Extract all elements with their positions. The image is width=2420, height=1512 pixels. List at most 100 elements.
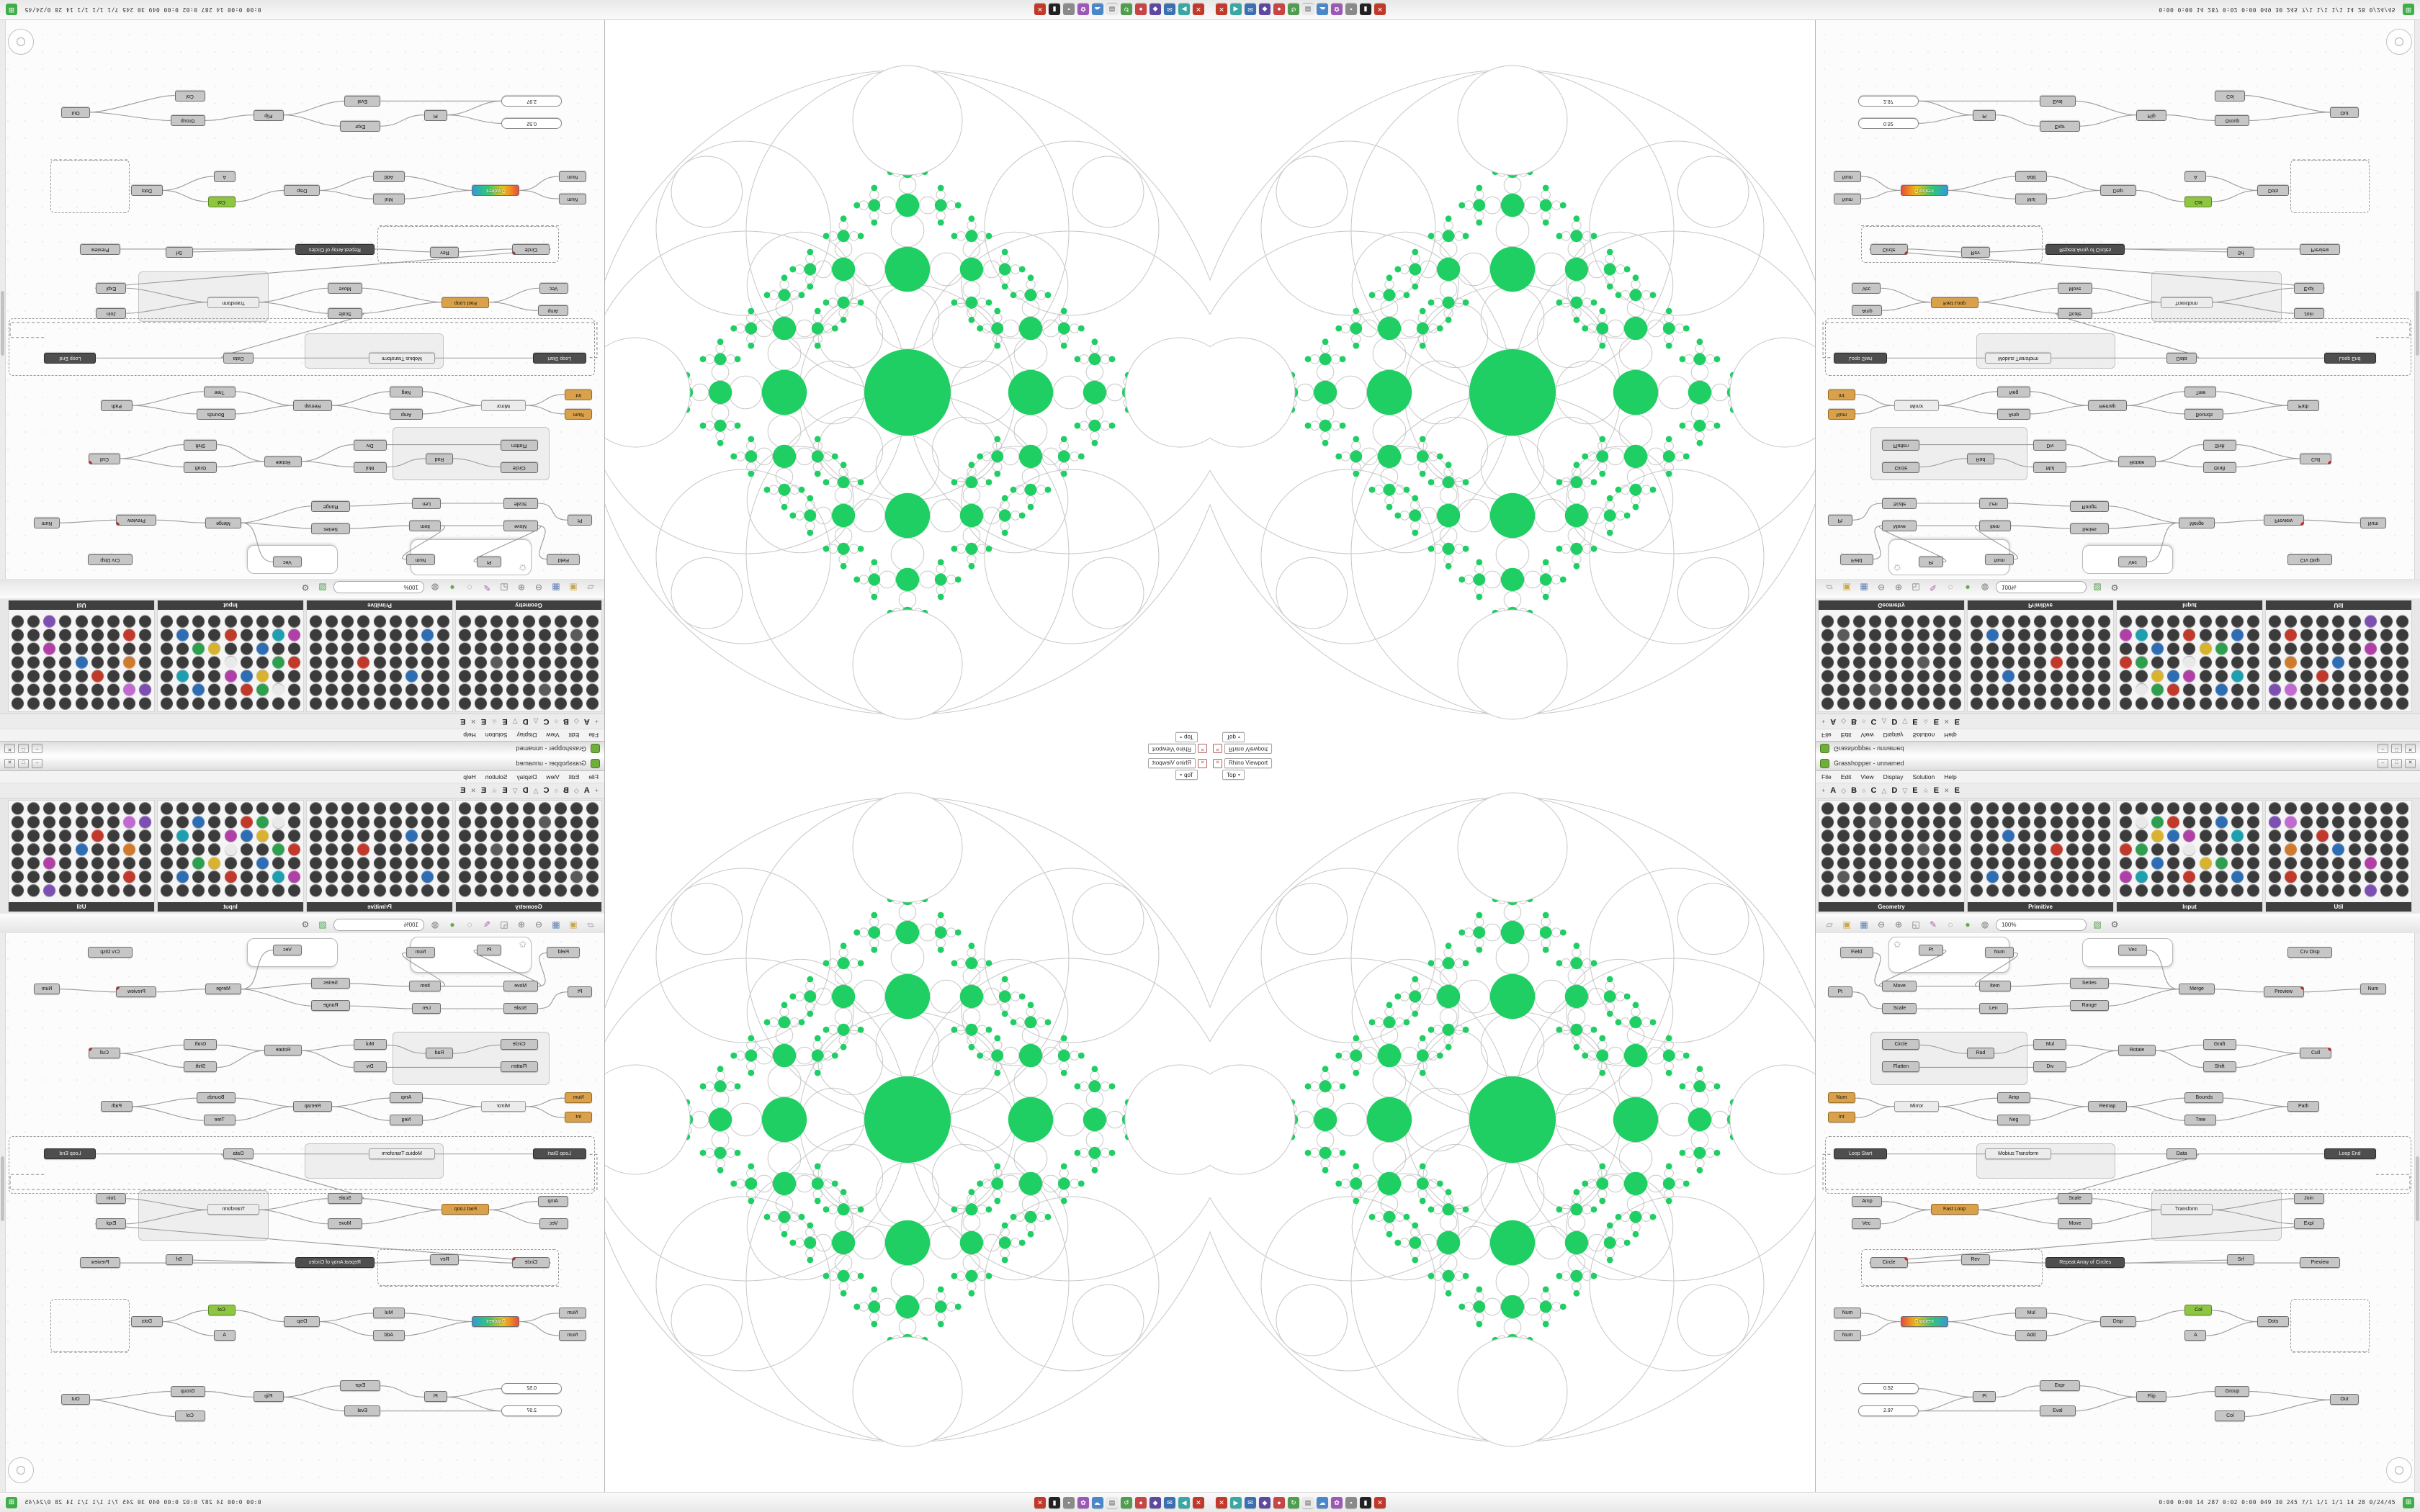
- close-red-icon[interactable]: ✕: [1216, 1496, 1227, 1508]
- menu-edit[interactable]: Edit: [1840, 773, 1852, 780]
- component-icon[interactable]: [43, 629, 56, 642]
- palette-caption-input[interactable]: Input: [158, 600, 303, 610]
- gh-node-preview[interactable]: Preview: [2300, 243, 2340, 255]
- component-icon[interactable]: [538, 884, 551, 896]
- component-icon[interactable]: [309, 643, 322, 655]
- gh-node-num[interactable]: Num: [1827, 408, 1855, 420]
- gh-node-range[interactable]: Range: [2069, 500, 2109, 512]
- component-icon[interactable]: [1970, 670, 1983, 683]
- component-icon[interactable]: [405, 670, 418, 683]
- category-tab-3[interactable]: B: [1851, 786, 1857, 795]
- component-icon[interactable]: [2396, 884, 2409, 896]
- component-icon[interactable]: [490, 616, 503, 628]
- new-file-icon[interactable]: ▱: [1826, 582, 1833, 593]
- component-icon[interactable]: [490, 816, 503, 828]
- component-icon[interactable]: [288, 670, 301, 683]
- component-icon[interactable]: [2268, 843, 2281, 855]
- component-icon[interactable]: [570, 802, 583, 814]
- component-icon[interactable]: [341, 657, 354, 669]
- cloud-icon[interactable]: ☁: [1317, 4, 1328, 16]
- component-icon[interactable]: [139, 884, 152, 896]
- gh-node-gradient[interactable]: Gradient: [1900, 185, 1948, 197]
- palette-caption-primitive[interactable]: Primitive: [307, 902, 452, 912]
- gh-node-tree[interactable]: Tree: [2184, 1115, 2217, 1126]
- component-icon[interactable]: [192, 870, 205, 883]
- component-icon[interactable]: [506, 657, 519, 669]
- menu-solution[interactable]: Solution: [485, 732, 508, 739]
- component-icon[interactable]: [2380, 884, 2393, 896]
- component-icon[interactable]: [554, 643, 567, 655]
- component-icon[interactable]: [1986, 698, 1999, 710]
- component-icon[interactable]: [437, 657, 450, 669]
- gh-node-transform[interactable]: Transform: [207, 297, 260, 308]
- component-icon[interactable]: [2364, 884, 2377, 896]
- component-icon[interactable]: [256, 816, 269, 828]
- component-icon[interactable]: [2268, 802, 2281, 814]
- component-icon[interactable]: [1970, 616, 1983, 628]
- component-icon[interactable]: [11, 816, 24, 828]
- gh-node-shift[interactable]: Shift: [2202, 1061, 2236, 1073]
- component-icon[interactable]: [59, 616, 72, 628]
- component-icon[interactable]: [2151, 870, 2164, 883]
- component-icon[interactable]: [586, 802, 599, 814]
- gh-node-field[interactable]: Field: [547, 947, 581, 958]
- record-icon[interactable]: ●: [1273, 4, 1285, 16]
- rhino-viewport[interactable]: ✕ Rhino Viewport Top ▾: [1210, 756, 1815, 1492]
- component-icon[interactable]: [474, 629, 487, 642]
- component-icon[interactable]: [1986, 684, 1999, 696]
- gh-node-preview[interactable]: Preview✕: [2263, 515, 2304, 526]
- component-icon[interactable]: [240, 643, 253, 655]
- component-icon[interactable]: [2066, 857, 2079, 869]
- component-icon[interactable]: [2135, 670, 2148, 683]
- component-icon[interactable]: [2247, 870, 2260, 883]
- new-file-icon[interactable]: ▱: [587, 582, 594, 593]
- component-icon[interactable]: [1869, 816, 1882, 828]
- component-icon[interactable]: [43, 616, 56, 628]
- gh-node-tree[interactable]: Tree: [203, 386, 236, 397]
- component-icon[interactable]: [1933, 629, 1946, 642]
- canvas-zoom-input[interactable]: [1996, 918, 2087, 931]
- gh-node-div[interactable]: Div: [353, 1061, 387, 1073]
- component-icon[interactable]: [1986, 857, 1999, 869]
- component-icon[interactable]: [107, 884, 120, 896]
- new-file-icon[interactable]: ▱: [1826, 919, 1833, 930]
- document-icon[interactable]: ▤: [1302, 4, 1314, 16]
- component-icon[interactable]: [2018, 870, 2031, 883]
- component-icon[interactable]: [2151, 629, 2164, 642]
- component-icon[interactable]: [2034, 816, 2047, 828]
- component-icon[interactable]: [2167, 684, 2180, 696]
- component-icon[interactable]: [2050, 857, 2063, 869]
- component-icon[interactable]: [224, 870, 237, 883]
- gh-node-amp[interactable]: Amp: [537, 305, 568, 317]
- zoom-extents-icon[interactable]: ◱: [1912, 919, 1920, 930]
- component-icon[interactable]: [325, 643, 338, 655]
- component-icon[interactable]: [139, 657, 152, 669]
- component-icon[interactable]: [240, 657, 253, 669]
- component-icon[interactable]: [160, 670, 173, 683]
- category-tab-12[interactable]: ✕: [1944, 786, 1950, 794]
- palette-caption-util[interactable]: Util: [2266, 600, 2411, 610]
- component-icon[interactable]: [2380, 829, 2393, 842]
- gh-node-num[interactable]: Num: [558, 1329, 586, 1341]
- component-icon[interactable]: [107, 684, 120, 696]
- document-icon[interactable]: ▤: [1106, 1496, 1118, 1508]
- component-icon[interactable]: [341, 616, 354, 628]
- component-icon[interactable]: [490, 657, 503, 669]
- gh-node-merge[interactable]: Merge: [2179, 518, 2215, 529]
- component-icon[interactable]: [1869, 670, 1882, 683]
- gh-node-loop-end[interactable]: Loop End: [2323, 353, 2376, 364]
- component-icon[interactable]: [256, 670, 269, 683]
- component-icon[interactable]: [341, 629, 354, 642]
- component-icon[interactable]: [1901, 629, 1914, 642]
- gh-node-join[interactable]: Join: [96, 308, 127, 320]
- component-icon[interactable]: [43, 684, 56, 696]
- component-icon[interactable]: [1821, 684, 1834, 696]
- gh-node-circle[interactable]: Circle✕: [1870, 1257, 1908, 1269]
- component-icon[interactable]: [2247, 657, 2260, 669]
- component-icon[interactable]: [538, 684, 551, 696]
- component-icon[interactable]: [1917, 698, 1930, 710]
- gh-node-col[interactable]: Col: [174, 90, 205, 102]
- scrollbar-thumb[interactable]: [1, 290, 4, 356]
- gh-node-expl[interactable]: Expl: [2293, 283, 2324, 294]
- palette-caption-input[interactable]: Input: [158, 902, 303, 912]
